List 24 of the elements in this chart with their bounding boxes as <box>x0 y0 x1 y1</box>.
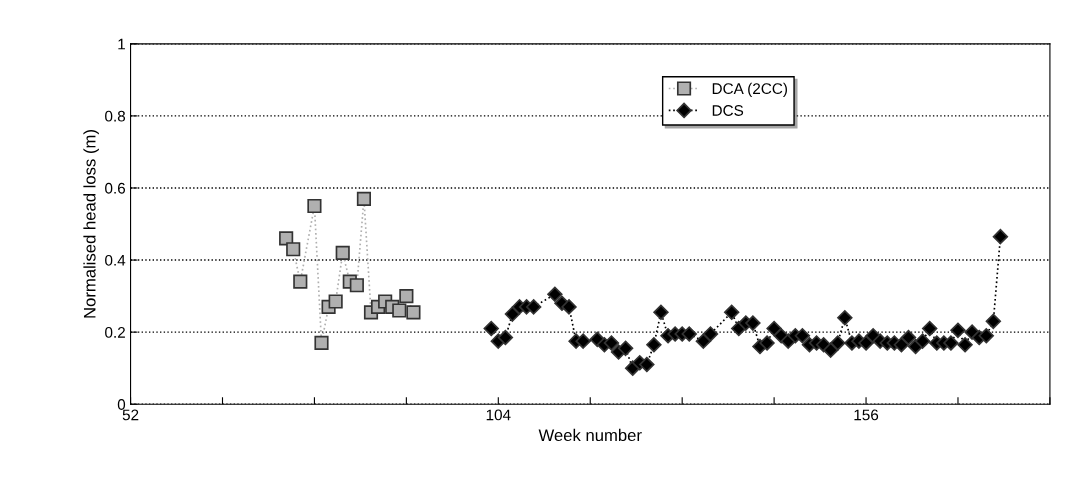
point <box>286 242 301 257</box>
point <box>406 305 421 320</box>
legend-label: DCS <box>712 105 744 116</box>
point <box>356 191 372 206</box>
point <box>314 335 329 351</box>
legend-label: DCA (2CC) <box>712 82 787 98</box>
point <box>349 278 364 293</box>
y-tick-label: 0.4 <box>105 254 126 266</box>
point <box>328 294 343 309</box>
point <box>392 303 407 318</box>
y-tick-label: 1 <box>118 38 125 50</box>
y-tick-label: 0.8 <box>105 110 126 122</box>
x-tick-label: 52 <box>122 409 139 421</box>
point <box>399 289 414 304</box>
point <box>307 198 322 214</box>
y-tick-label: 0.2 <box>105 327 125 338</box>
point <box>335 245 350 260</box>
y-tick-label: 0 <box>117 399 126 410</box>
y-axis-title: Normalised head loss (m) <box>83 130 99 318</box>
x-tick-label: 104 <box>486 409 511 421</box>
y-tick-label: 0.6 <box>105 182 126 194</box>
x-axis-title: Week number <box>538 428 642 442</box>
point <box>293 274 308 289</box>
x-tick-label: 156 <box>854 409 879 421</box>
